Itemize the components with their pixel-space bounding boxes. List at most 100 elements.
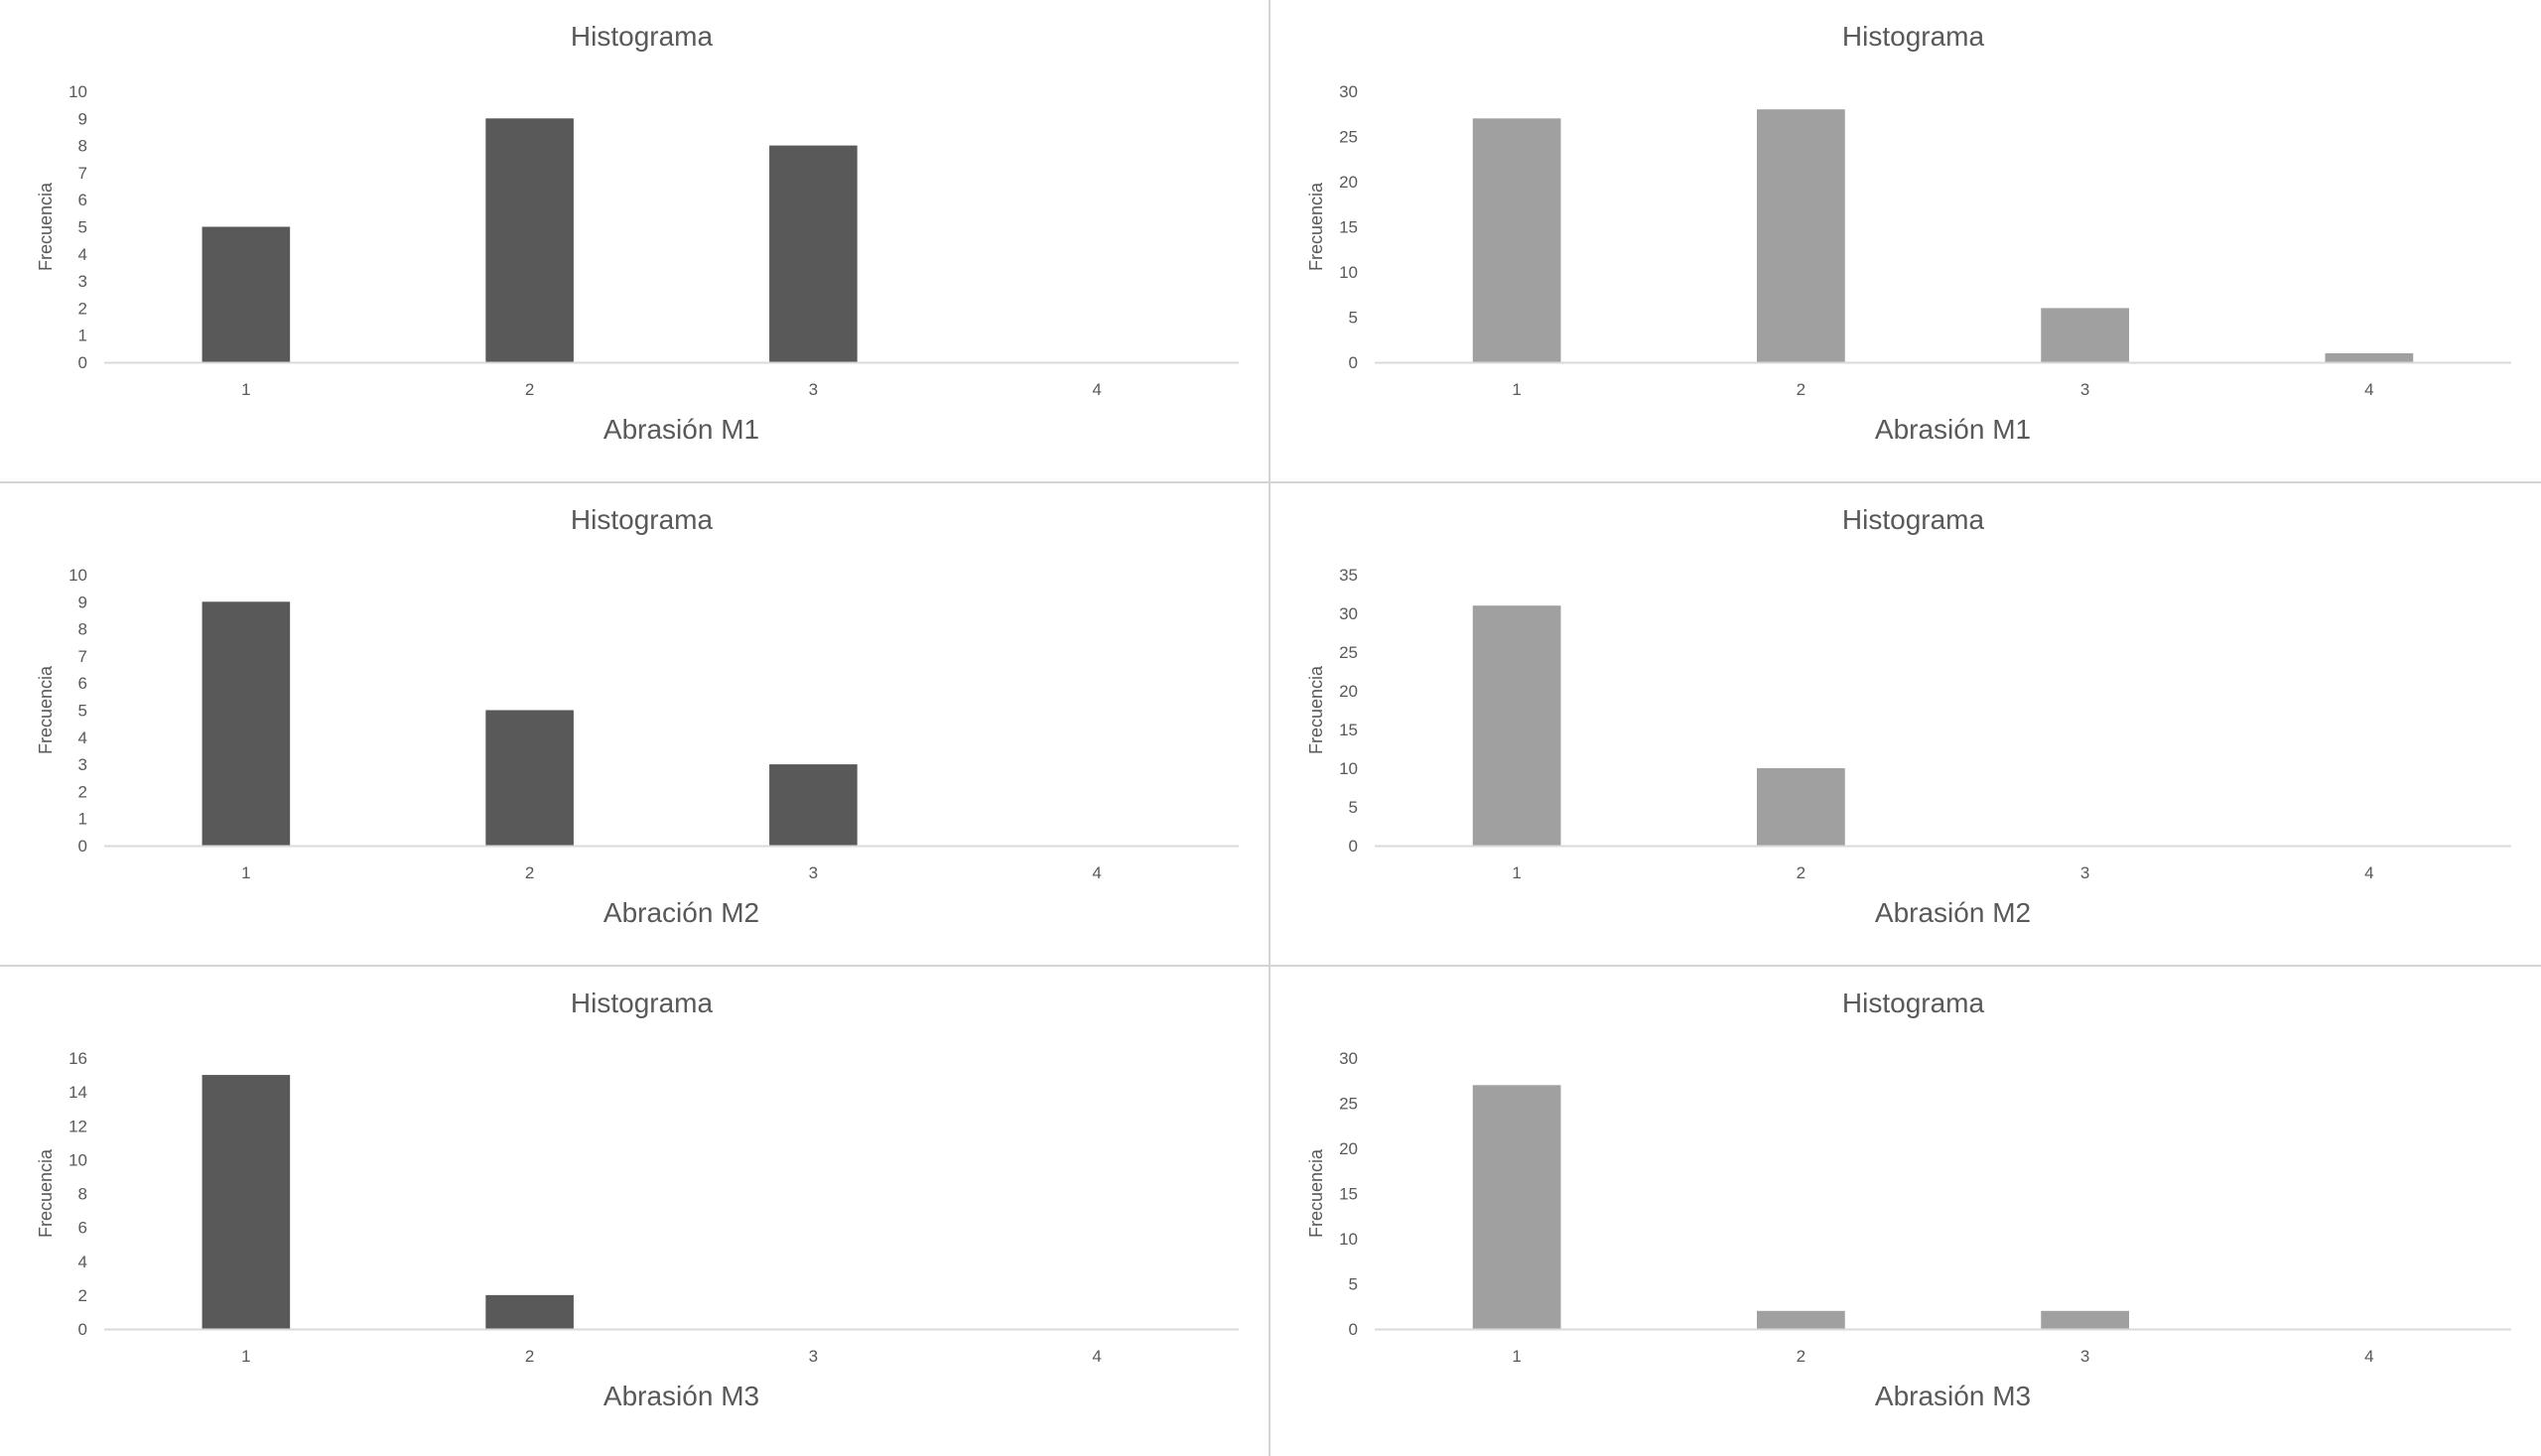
y-tick-label: 5 xyxy=(78,702,87,721)
x-tick-label: 2 xyxy=(525,1347,534,1366)
y-tick-label: 5 xyxy=(1349,798,1358,817)
y-tick-label: 15 xyxy=(1339,218,1358,237)
x-tick-label: 1 xyxy=(1512,863,1521,882)
chart-panel-abrasion-m1-right: Histograma Frecuencia 0 5 10 15 20 25 30 1 2 3 4 Abra… xyxy=(1270,0,2541,481)
bar-2 xyxy=(1757,109,1845,362)
x-tick-label: 2 xyxy=(1797,863,1805,882)
x-tick-label: 2 xyxy=(1797,1347,1805,1366)
y-tick-label: 9 xyxy=(78,109,87,128)
y-tick-label: 16 xyxy=(68,1049,87,1068)
bar-2 xyxy=(485,710,574,846)
x-tick-label: 1 xyxy=(241,380,250,399)
bar-2 xyxy=(1757,768,1845,846)
bar-3 xyxy=(769,764,858,846)
horizontal-divider-2 xyxy=(0,965,2541,967)
x-tick-label: 3 xyxy=(2080,380,2089,399)
y-tick-label: 0 xyxy=(78,353,87,372)
y-axis-label: Frecuencia xyxy=(36,1148,56,1238)
bar-4 xyxy=(2325,352,2414,362)
chart-panel-abrasion-m1-left: Histograma Frecuencia 0 1 2 3 4 5 6 7 8 9 10 1 2 3 4 Abra… xyxy=(0,0,1269,481)
bar-3 xyxy=(2041,308,2129,362)
y-tick-label: 4 xyxy=(78,728,87,747)
bar-1 xyxy=(1472,1085,1561,1329)
y-tick-label: 25 xyxy=(1339,128,1358,147)
x-tick-label: 1 xyxy=(241,1347,250,1366)
y-tick-label: 30 xyxy=(1339,1049,1358,1068)
chart-title: Histograma xyxy=(571,21,714,52)
x-tick-label: 4 xyxy=(2364,380,2373,399)
bar-1 xyxy=(201,226,291,362)
chart-panel-abrasion-m2-right: Histograma Frecuencia 0 5 10 15 20 25 30 35 1 2 3 4 Ab… xyxy=(1270,483,2541,965)
x-tick-label: 3 xyxy=(2080,1347,2089,1366)
y-tick-label: 30 xyxy=(1339,604,1358,623)
chart-title: Histograma xyxy=(1842,504,1985,535)
x-tick-label: 1 xyxy=(1512,1347,1521,1366)
y-tick-label: 5 xyxy=(78,218,87,237)
bar-1 xyxy=(201,1075,291,1329)
bar-1 xyxy=(1472,605,1561,846)
x-axis-label: Abrasión M1 xyxy=(1875,414,2031,445)
x-tick-label: 4 xyxy=(2364,1347,2373,1366)
x-axis-label: Abrasión M2 xyxy=(1875,897,2031,928)
x-tick-label: 1 xyxy=(1512,380,1521,399)
y-tick-label: 0 xyxy=(78,837,87,856)
y-tick-label: 8 xyxy=(78,137,87,156)
y-tick-label: 5 xyxy=(1349,1275,1358,1294)
y-tick-label: 0 xyxy=(78,1320,87,1339)
chart-title: Histograma xyxy=(1842,21,1985,52)
y-axis-label: Frecuencia xyxy=(1306,182,1326,271)
y-tick-label: 15 xyxy=(1339,1185,1358,1204)
y-tick-label: 0 xyxy=(1349,1320,1358,1339)
chart-title: Histograma xyxy=(1842,988,1985,1018)
chart-svg: Histograma Frecuencia 0 5 10 15 20 25 30 1 2 3 4 Abra… xyxy=(1306,988,2511,1411)
y-tick-label: 14 xyxy=(68,1083,87,1102)
y-tick-label: 20 xyxy=(1339,682,1358,701)
y-tick-label: 2 xyxy=(78,1286,87,1305)
horizontal-divider-1 xyxy=(0,481,2541,483)
y-axis-label: Frecuencia xyxy=(36,182,56,271)
y-tick-label: 7 xyxy=(78,647,87,666)
y-tick-label: 12 xyxy=(68,1117,87,1135)
x-tick-label: 4 xyxy=(1092,380,1101,399)
x-tick-label: 4 xyxy=(2364,863,2373,882)
y-tick-label: 1 xyxy=(78,810,87,829)
x-tick-label: 3 xyxy=(809,380,818,399)
chart-panel-abrasion-m2-left: Histograma Frecuencia 0 1 2 3 4 5 6 7 8 9 10 1 2 3 4 Abra… xyxy=(0,483,1269,965)
x-axis-label: Abrasión M3 xyxy=(1875,1381,2031,1411)
chart-svg: Histograma Frecuencia 0 1 2 3 4 5 6 7 8 9 10 1 2 3 4 Abra… xyxy=(36,21,1239,445)
x-axis-label: Abrasión M3 xyxy=(603,1381,759,1411)
x-tick-label: 1 xyxy=(241,863,250,882)
y-tick-label: 3 xyxy=(78,755,87,774)
y-tick-label: 4 xyxy=(78,1253,87,1271)
y-tick-label: 10 xyxy=(68,82,87,101)
x-tick-label: 3 xyxy=(809,863,818,882)
x-axis-label: Abrasión M1 xyxy=(603,414,759,445)
chart-title: Histograma xyxy=(571,988,714,1018)
y-tick-label: 8 xyxy=(78,620,87,639)
bar-2 xyxy=(485,1294,574,1329)
y-axis-label: Frecuencia xyxy=(1306,665,1326,754)
y-tick-label: 7 xyxy=(78,164,87,183)
y-tick-label: 1 xyxy=(78,327,87,345)
y-tick-label: 10 xyxy=(1339,263,1358,282)
x-axis-label: Abración M2 xyxy=(603,897,759,928)
bar-1 xyxy=(201,601,291,846)
bar-3 xyxy=(2041,1310,2129,1329)
chart-panel-abrasion-m3-left: Histograma Frecuencia 0 2 4 6 8 10 12 14 16 1 2 3 4 Abr… xyxy=(0,967,1269,1456)
y-tick-label: 5 xyxy=(1349,309,1358,328)
y-axis-label: Frecuencia xyxy=(36,665,56,754)
y-tick-label: 10 xyxy=(1339,759,1358,778)
y-tick-label: 25 xyxy=(1339,1095,1358,1114)
x-tick-label: 2 xyxy=(525,863,534,882)
chart-title: Histograma xyxy=(571,504,714,535)
bar-2 xyxy=(1757,1310,1845,1329)
y-tick-label: 20 xyxy=(1339,173,1358,192)
y-tick-label: 6 xyxy=(78,674,87,693)
x-tick-label: 2 xyxy=(525,380,534,399)
y-tick-label: 3 xyxy=(78,272,87,291)
x-tick-label: 2 xyxy=(1797,380,1805,399)
bar-2 xyxy=(485,118,574,362)
bar-1 xyxy=(1472,118,1561,362)
y-tick-label: 9 xyxy=(78,593,87,611)
